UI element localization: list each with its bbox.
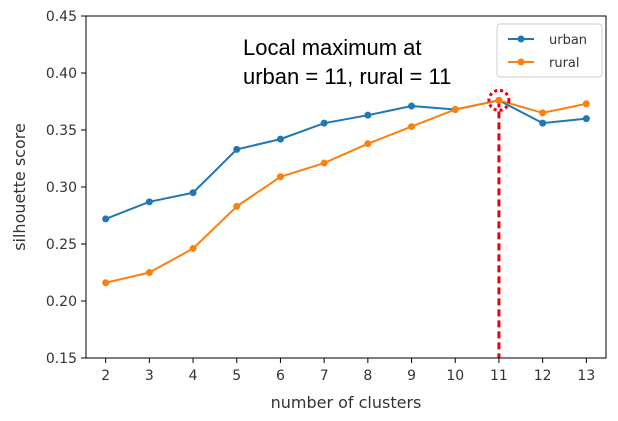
series-line-rural xyxy=(105,99,587,284)
data-point-urban xyxy=(364,111,372,119)
y-axis-ticks: 0.15 0.20 0.25 0.30 0.35 0.40 0.45 xyxy=(46,9,86,367)
legend-label-urban: urban xyxy=(549,33,587,48)
legend: urban rural xyxy=(496,23,603,78)
plot-frame xyxy=(85,15,607,359)
annotation-line-2: urban = 11, rural = 11 xyxy=(243,64,451,89)
legend-marker-rural xyxy=(517,58,525,66)
data-point-rural xyxy=(102,279,110,287)
data-point-rural xyxy=(276,173,284,181)
x-tick-label: 13 xyxy=(577,368,595,384)
data-point-urban xyxy=(102,215,110,223)
series-layer xyxy=(102,96,590,287)
data-point-urban xyxy=(408,102,416,110)
y-axis-label: silhouette score xyxy=(10,123,29,251)
x-tick-label: 6 xyxy=(276,368,285,384)
data-point-rural xyxy=(233,202,241,210)
annotation-line-1: Local maximum at xyxy=(243,35,422,60)
data-point-urban xyxy=(233,145,241,153)
legend-label-rural: rural xyxy=(549,56,580,71)
series-line-urban xyxy=(105,99,587,220)
data-point-rural xyxy=(145,269,153,276)
x-tick-label: 10 xyxy=(446,368,464,384)
y-tick-label: 0.30 xyxy=(46,180,77,196)
data-point-urban xyxy=(276,135,284,143)
data-point-urban xyxy=(145,198,153,206)
data-point-rural xyxy=(320,159,328,167)
x-tick-label: 7 xyxy=(320,368,329,384)
marker-layer xyxy=(487,88,511,112)
x-tick-label: 8 xyxy=(363,368,372,384)
x-tick-label: 4 xyxy=(189,368,198,384)
x-tick-label: 11 xyxy=(490,368,508,384)
x-axis-label: number of clusters xyxy=(271,393,422,412)
y-tick-label: 0.20 xyxy=(46,294,77,310)
y-tick-label: 0.25 xyxy=(46,237,77,253)
y-tick-label: 0.45 xyxy=(46,9,77,25)
data-point-rural xyxy=(364,140,372,148)
data-point-urban xyxy=(320,119,328,127)
legend-item-rural: rural xyxy=(508,56,580,71)
data-point-rural xyxy=(408,123,416,131)
x-tick-label: 5 xyxy=(232,368,241,384)
x-tick-label: 2 xyxy=(101,368,110,384)
x-tick-label: 9 xyxy=(407,368,416,384)
y-tick-label: 0.40 xyxy=(46,66,77,82)
data-point-urban xyxy=(582,115,590,123)
x-tick-label: 3 xyxy=(145,368,154,384)
legend-marker-urban xyxy=(517,35,525,43)
x-axis-ticks: 2 3 4 5 6 7 8 9 10 11 12 13 xyxy=(101,358,595,384)
data-point-rural xyxy=(582,100,590,108)
y-tick-label: 0.35 xyxy=(46,123,77,139)
data-point-rural xyxy=(495,96,503,104)
data-point-rural xyxy=(451,105,459,113)
data-point-urban xyxy=(189,189,197,197)
data-point-rural xyxy=(539,109,547,117)
x-tick-label: 12 xyxy=(534,368,552,384)
legend-item-urban: urban xyxy=(508,33,587,48)
data-point-rural xyxy=(189,245,197,253)
maximum-highlight-circle xyxy=(487,88,511,112)
data-point-urban xyxy=(539,119,547,127)
y-tick-label: 0.15 xyxy=(46,351,77,367)
